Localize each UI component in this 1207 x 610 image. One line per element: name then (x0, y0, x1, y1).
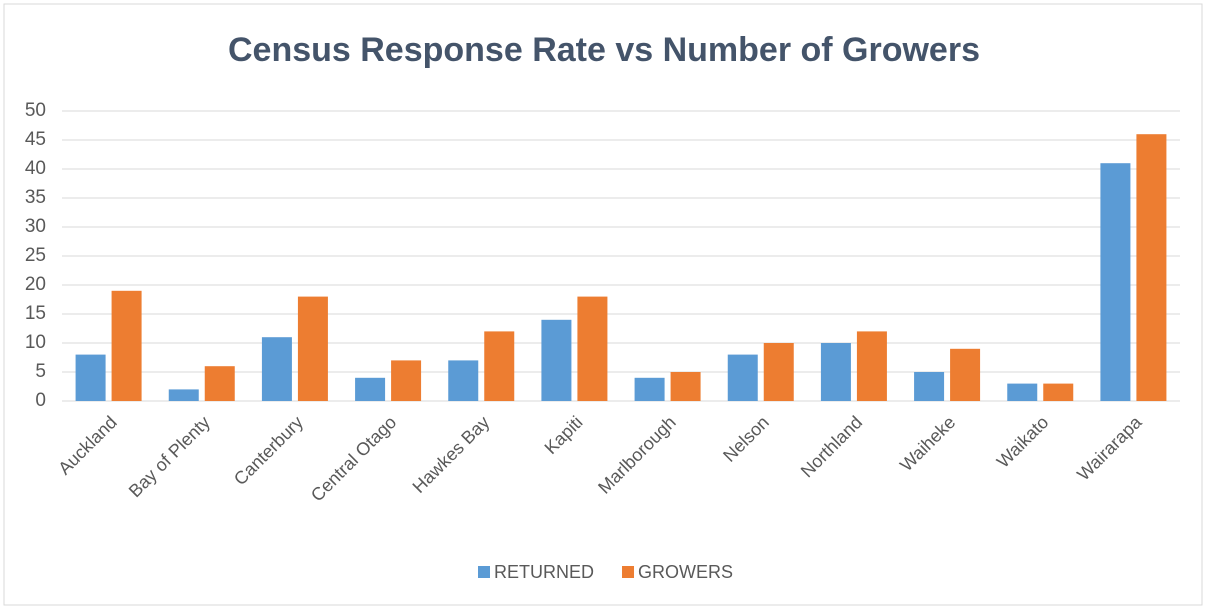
y-tick-label: 30 (25, 216, 46, 237)
bar (820, 343, 851, 401)
legend-swatch (622, 566, 635, 578)
bar (355, 377, 386, 401)
bar (1007, 383, 1038, 401)
bar (541, 319, 572, 401)
bar (1043, 383, 1074, 401)
bar (297, 296, 328, 401)
bar (634, 377, 665, 401)
legend-label: GROWERS (638, 562, 733, 582)
bar (763, 343, 794, 401)
y-tick-label: 20 (25, 274, 46, 295)
bar (950, 348, 981, 401)
bar (391, 360, 422, 401)
legend-swatch (478, 566, 490, 578)
bar (577, 296, 608, 401)
y-tick-label: 50 (25, 100, 46, 121)
y-tick-label: 15 (25, 303, 46, 324)
bar (168, 389, 199, 401)
bar (261, 337, 292, 401)
bar (914, 372, 945, 401)
bar (670, 372, 701, 401)
bar (111, 290, 142, 401)
y-tick-label: 0 (35, 390, 46, 411)
bar (1136, 134, 1167, 401)
bar (204, 366, 235, 401)
legend-label: RETURNED (494, 562, 594, 582)
y-tick-label: 45 (25, 129, 46, 150)
bar (448, 360, 479, 401)
chart-title: Census Response Rate vs Number of Grower… (228, 31, 980, 69)
bar (1100, 163, 1131, 401)
y-tick-label: 35 (25, 187, 46, 208)
y-tick-label: 40 (25, 158, 46, 179)
bar (727, 354, 758, 401)
bar (856, 331, 887, 401)
bar (75, 354, 106, 401)
y-tick-label: 10 (25, 332, 46, 353)
bar (484, 331, 515, 401)
y-tick-label: 5 (35, 361, 46, 382)
y-tick-label: 25 (25, 245, 46, 266)
